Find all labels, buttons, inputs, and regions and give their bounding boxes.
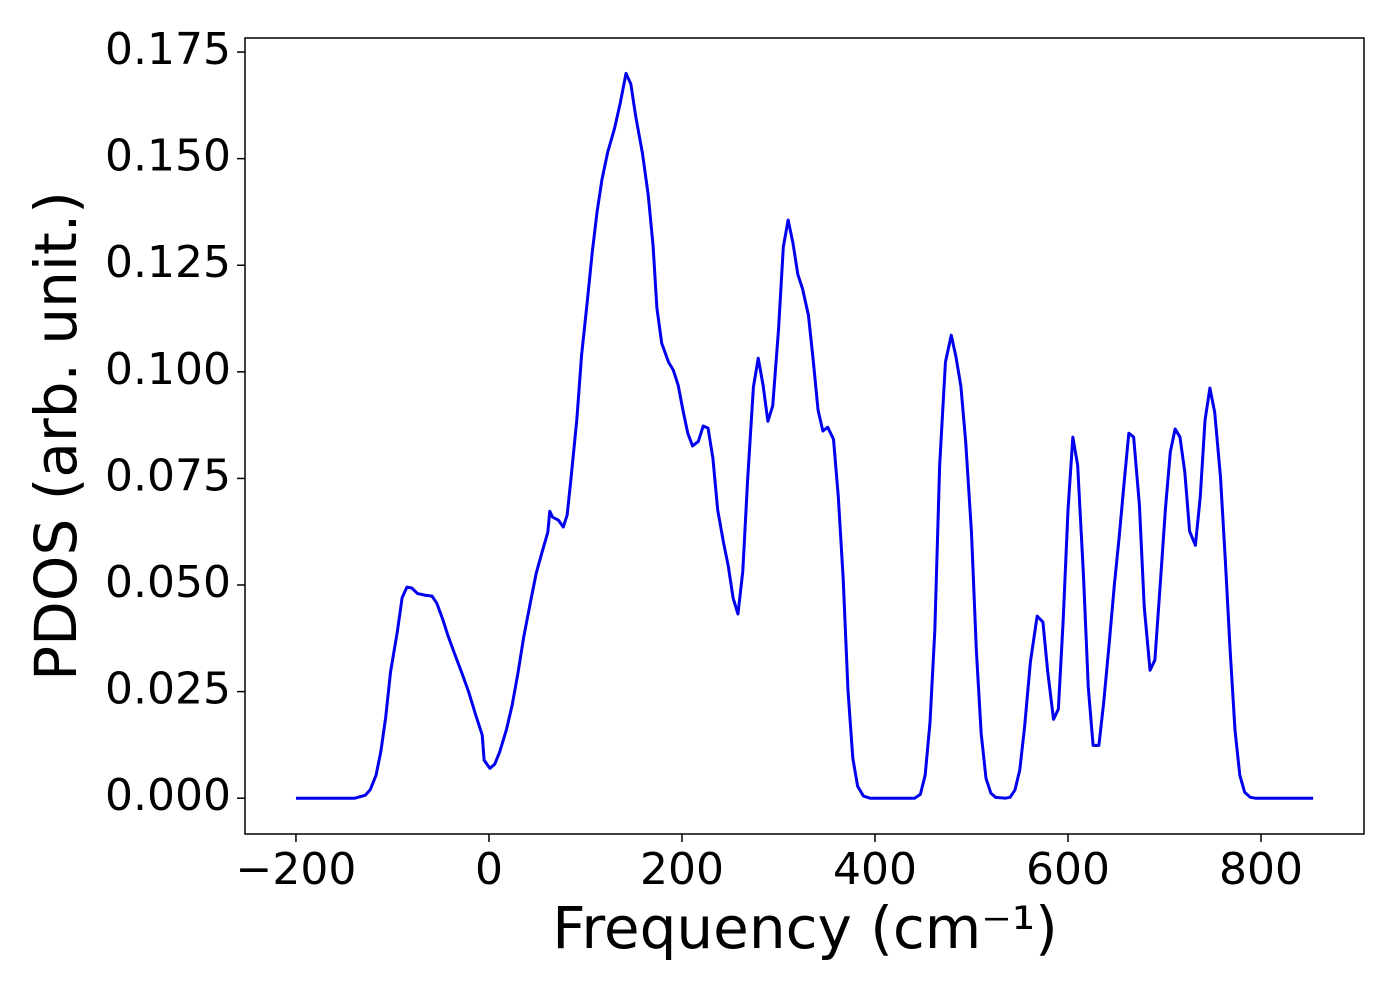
x-axis-label: Frequency (cm⁻¹) xyxy=(552,894,1058,962)
x-tick-label: 0 xyxy=(475,844,503,895)
y-tick-label: 0.150 xyxy=(105,131,231,182)
plot-frame xyxy=(244,37,1365,835)
x-tick-label: −200 xyxy=(236,844,357,895)
data-line xyxy=(295,71,1314,800)
y-tick-label: 0.000 xyxy=(105,770,231,821)
y-tick-label: 0.175 xyxy=(105,24,231,75)
y-tick-label: 0.075 xyxy=(105,450,231,501)
y-tick-label: 0.050 xyxy=(105,557,231,608)
y-axis-label: PDOS (arb. unit.) xyxy=(22,191,90,681)
x-tick-label: 600 xyxy=(1026,844,1110,895)
y-tick-label: 0.125 xyxy=(105,237,231,288)
x-tick-label: 400 xyxy=(833,844,917,895)
y-tick-label: 0.100 xyxy=(105,344,231,395)
x-tick-label: 200 xyxy=(640,844,724,895)
x-tick-label: 800 xyxy=(1219,844,1303,895)
y-tick-label: 0.025 xyxy=(105,664,231,715)
